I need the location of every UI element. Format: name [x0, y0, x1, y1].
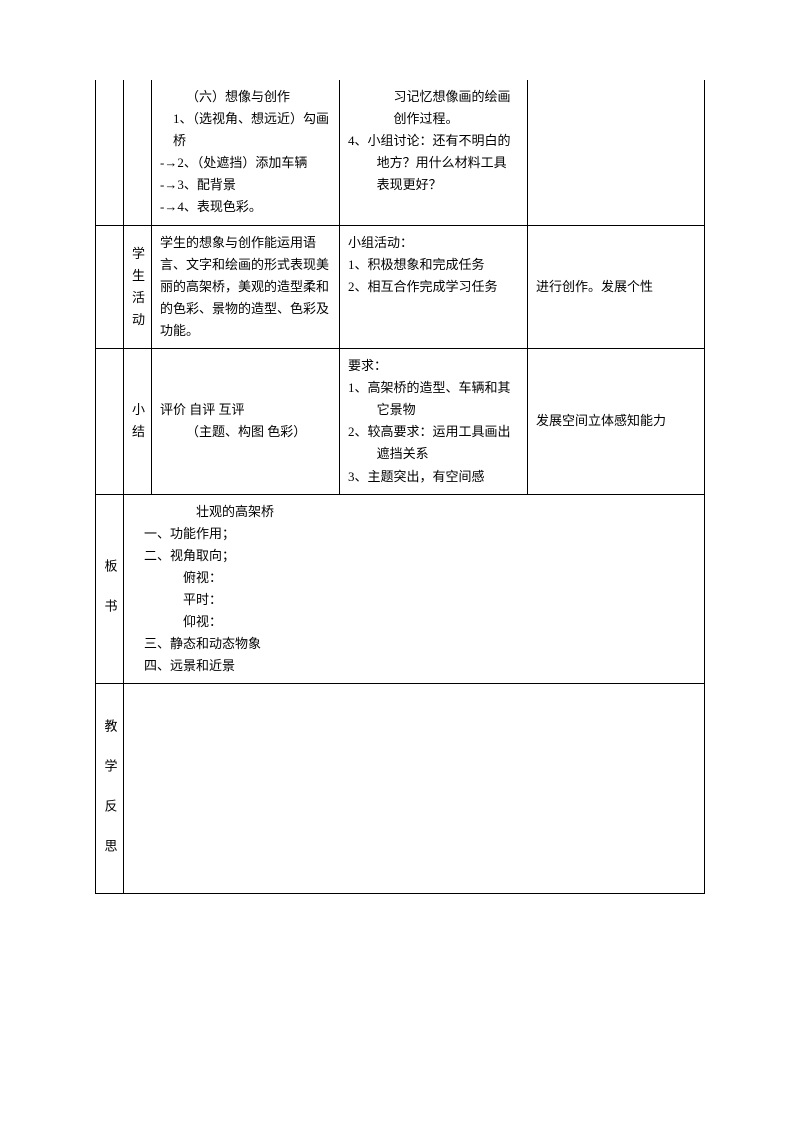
purpose-cell: 发展空间立体感知能力 — [528, 349, 705, 495]
table-row: 教 学 反 思 — [96, 684, 705, 894]
text-line: 小组活动： — [348, 235, 413, 250]
text-line: -→2、（处遮挡）添加车辆 — [160, 155, 307, 170]
text-line: 3、主题突出，有空间感 — [348, 466, 519, 488]
row-label: 小结 — [124, 349, 152, 495]
text-line: 1、积极想象和完成任务 — [348, 257, 485, 272]
student-cell: 小组活动： 1、积极想象和完成任务 2、相互合作完成学习任务 — [340, 225, 528, 348]
text-line: 仰视： — [144, 614, 222, 629]
teach-cell: 评价 自评 互评 （主题、构图 色彩） — [152, 349, 340, 495]
label-text: 学生活动 — [132, 246, 145, 327]
empty-cell — [96, 80, 124, 225]
text-content: 学生的想象与创作能运用语言、文字和绘画的形式表现美丽的高架桥，美观的造型柔和的色… — [160, 235, 329, 338]
text-line: 1、（选视角、想远近）勾画桥 — [160, 108, 331, 152]
empty-cell — [124, 80, 152, 225]
label-text: 教 学 反 思 — [103, 719, 118, 858]
row-label: 教 学 反 思 — [96, 684, 124, 894]
text-line: 4、小组讨论：还有不明白的地方？用什么材料工具表现更好？ — [348, 130, 519, 196]
text-line: 1、高架桥的造型、车辆和其它景物 — [348, 377, 519, 421]
empty-cell — [96, 225, 124, 348]
lesson-plan-table: （六）想像与创作 1、（选视角、想远近）勾画桥 -→2、（处遮挡）添加车辆 -→… — [95, 80, 705, 894]
empty-cell — [96, 349, 124, 495]
text-line: 评价 自评 互评 — [160, 402, 245, 417]
teach-cell: 学生的想象与创作能运用语言、文字和绘画的形式表现美丽的高架桥，美观的造型柔和的色… — [152, 225, 340, 348]
text-content: 发展空间立体感知能力 — [536, 413, 666, 428]
text-line: 一、功能作用； — [144, 526, 235, 541]
text-line: 平时： — [144, 592, 222, 607]
table-row: 板 书 壮观的高架桥 一、功能作用； 二、视角取向； 俯视： 平时： 仰视： 三… — [96, 494, 705, 684]
reflection-content-cell — [124, 684, 705, 894]
teach-cell: （六）想像与创作 1、（选视角、想远近）勾画桥 -→2、（处遮挡）添加车辆 -→… — [152, 80, 340, 225]
board-title: 壮观的高架桥 — [144, 504, 274, 519]
text-line: 2、相互合作完成学习任务 — [348, 279, 498, 294]
board-content-cell: 壮观的高架桥 一、功能作用； 二、视角取向； 俯视： 平时： 仰视： 三、静态和… — [124, 494, 705, 684]
text-line: 二、视角取向； — [144, 548, 235, 563]
text-line: 俯视： — [144, 570, 222, 585]
table-row: （六）想像与创作 1、（选视角、想远近）勾画桥 -→2、（处遮挡）添加车辆 -→… — [96, 80, 705, 225]
text-content: 进行创作。发展个性 — [536, 279, 653, 294]
student-cell: 习记忆想像画的绘画创作过程。 4、小组讨论：还有不明白的地方？用什么材料工具表现… — [340, 80, 528, 225]
purpose-cell — [528, 80, 705, 225]
text-line: -→3、配背景 — [160, 177, 236, 192]
text-line: （主题、构图 色彩） — [160, 424, 306, 439]
section-title: （六）想像与创作 — [160, 86, 331, 108]
student-cell: 要求： 1、高架桥的造型、车辆和其它景物 2、较高要求：运用工具画出遮挡关系 3… — [340, 349, 528, 495]
text-line: 要求： — [348, 358, 387, 373]
text-line: 四、远景和近景 — [144, 658, 235, 673]
label-text: 小结 — [132, 402, 145, 439]
text-line: 2、较高要求：运用工具画出遮挡关系 — [348, 421, 519, 465]
row-label: 板 书 — [96, 494, 124, 684]
label-text: 板 书 — [103, 559, 118, 618]
table-row: 小结 评价 自评 互评 （主题、构图 色彩） 要求： 1、高架桥的造型、车辆和其… — [96, 349, 705, 495]
text-line: 习记忆想像画的绘画创作过程。 — [348, 86, 519, 130]
table-row: 学生活动 学生的想象与创作能运用语言、文字和绘画的形式表现美丽的高架桥，美观的造… — [96, 225, 705, 348]
purpose-cell: 进行创作。发展个性 — [528, 225, 705, 348]
row-label: 学生活动 — [124, 225, 152, 348]
text-line: -→4、表现色彩。 — [160, 199, 262, 214]
text-line: 三、静态和动态物象 — [144, 636, 261, 651]
